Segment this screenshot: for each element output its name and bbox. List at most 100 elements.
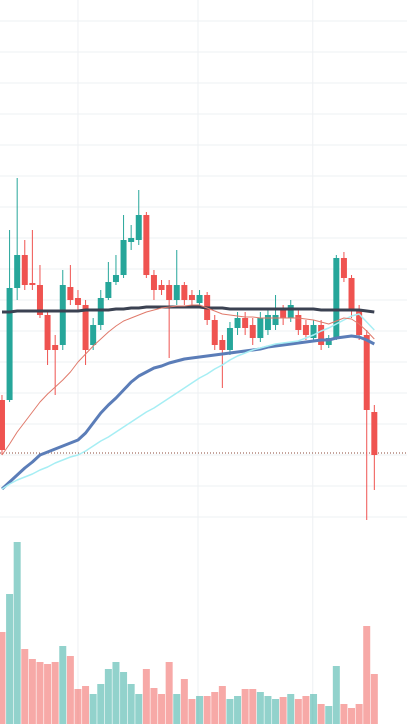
candle-body bbox=[52, 345, 59, 350]
volume-bar bbox=[59, 646, 67, 724]
candle-body bbox=[120, 240, 127, 275]
volume-bar bbox=[241, 689, 249, 724]
candle-body bbox=[74, 298, 81, 305]
candle-body bbox=[211, 320, 218, 345]
candle-body bbox=[150, 275, 157, 290]
volume-bar bbox=[355, 704, 363, 724]
volume-bar bbox=[325, 706, 333, 724]
moving-average bbox=[0, 334, 375, 491]
volume-bar bbox=[272, 699, 280, 724]
candle-body bbox=[135, 215, 142, 240]
volume-bar bbox=[28, 659, 36, 724]
volume-bar bbox=[44, 664, 52, 724]
candle-body bbox=[14, 255, 21, 288]
candle-body bbox=[302, 325, 309, 335]
candle-body bbox=[112, 275, 119, 282]
moving-average bbox=[1, 313, 375, 490]
volume-bar bbox=[173, 694, 181, 724]
volume-bar bbox=[218, 686, 226, 724]
candle-body bbox=[105, 282, 112, 298]
volume-bar bbox=[104, 669, 112, 724]
candle-body bbox=[158, 285, 165, 290]
candle-body bbox=[181, 285, 188, 300]
candle-body bbox=[318, 325, 325, 345]
volume-bar bbox=[66, 656, 74, 724]
candle-body bbox=[242, 318, 249, 328]
candle-body bbox=[219, 340, 226, 350]
candle-body bbox=[287, 305, 294, 318]
volume-bar bbox=[256, 692, 264, 724]
volume-bar bbox=[279, 697, 287, 724]
volume-bar bbox=[158, 694, 166, 724]
volume-bar bbox=[211, 692, 219, 724]
volume-bar bbox=[234, 696, 242, 724]
volume-bar bbox=[21, 649, 29, 724]
volume-bar bbox=[82, 686, 90, 724]
candle-body bbox=[196, 295, 203, 303]
candle-body bbox=[325, 338, 332, 345]
candle-body bbox=[166, 285, 173, 300]
candle-body bbox=[310, 325, 317, 338]
volume-bar bbox=[150, 688, 158, 724]
candle-body bbox=[280, 310, 287, 318]
candle-body bbox=[90, 325, 97, 345]
volume-bar bbox=[203, 696, 211, 724]
candle-body bbox=[29, 283, 36, 285]
candle-body bbox=[67, 287, 74, 300]
volume-bar bbox=[180, 679, 188, 724]
candle-body bbox=[363, 335, 370, 410]
volume-bar bbox=[317, 704, 325, 724]
volume-bar bbox=[332, 666, 340, 724]
candle-body bbox=[226, 328, 233, 350]
candle-body bbox=[59, 285, 66, 345]
volume-bar bbox=[340, 704, 348, 724]
candle-body bbox=[371, 412, 378, 455]
volume-bar bbox=[89, 694, 97, 724]
candle-body bbox=[0, 400, 5, 450]
candle-body bbox=[82, 305, 89, 350]
volume-bar bbox=[0, 632, 6, 724]
volume-bar bbox=[165, 662, 173, 724]
candle-body bbox=[6, 288, 13, 400]
volume-bar bbox=[264, 696, 272, 724]
candle-body bbox=[44, 315, 51, 350]
volume-bar bbox=[370, 674, 378, 724]
candle-body bbox=[348, 278, 355, 310]
volume-bar bbox=[6, 594, 14, 724]
volume-bar bbox=[287, 694, 295, 724]
volume-bar bbox=[135, 694, 143, 724]
candle-body bbox=[257, 318, 264, 338]
candle-body bbox=[295, 315, 302, 330]
volume-bar bbox=[51, 662, 59, 724]
volume-bar bbox=[74, 689, 82, 724]
volume-bar bbox=[97, 684, 105, 724]
candle-body bbox=[272, 315, 279, 325]
candle-body bbox=[21, 255, 28, 285]
volume-bar bbox=[196, 696, 204, 724]
volume-bar bbox=[36, 662, 44, 724]
volume-bar bbox=[348, 708, 356, 724]
candle-body bbox=[234, 318, 241, 328]
candle-body bbox=[264, 315, 271, 330]
volume-bar bbox=[112, 662, 120, 724]
volume-bar bbox=[302, 696, 310, 724]
volume-bar bbox=[363, 626, 371, 724]
volume-bar bbox=[188, 699, 196, 724]
volume-bar bbox=[127, 684, 135, 724]
candle-body bbox=[36, 285, 43, 315]
volume-bar bbox=[142, 669, 150, 724]
candle-body bbox=[333, 258, 340, 338]
candle-body bbox=[188, 295, 195, 300]
candle-body bbox=[143, 215, 150, 275]
volume-bar bbox=[249, 689, 257, 724]
candle-body bbox=[249, 325, 256, 338]
volume-bar bbox=[226, 699, 234, 724]
moving-average bbox=[2, 305, 375, 314]
candle-body bbox=[340, 258, 347, 278]
volume-bar bbox=[294, 699, 302, 724]
candle-body bbox=[173, 285, 180, 300]
candle-body bbox=[356, 310, 363, 335]
volume-bar bbox=[310, 694, 318, 724]
